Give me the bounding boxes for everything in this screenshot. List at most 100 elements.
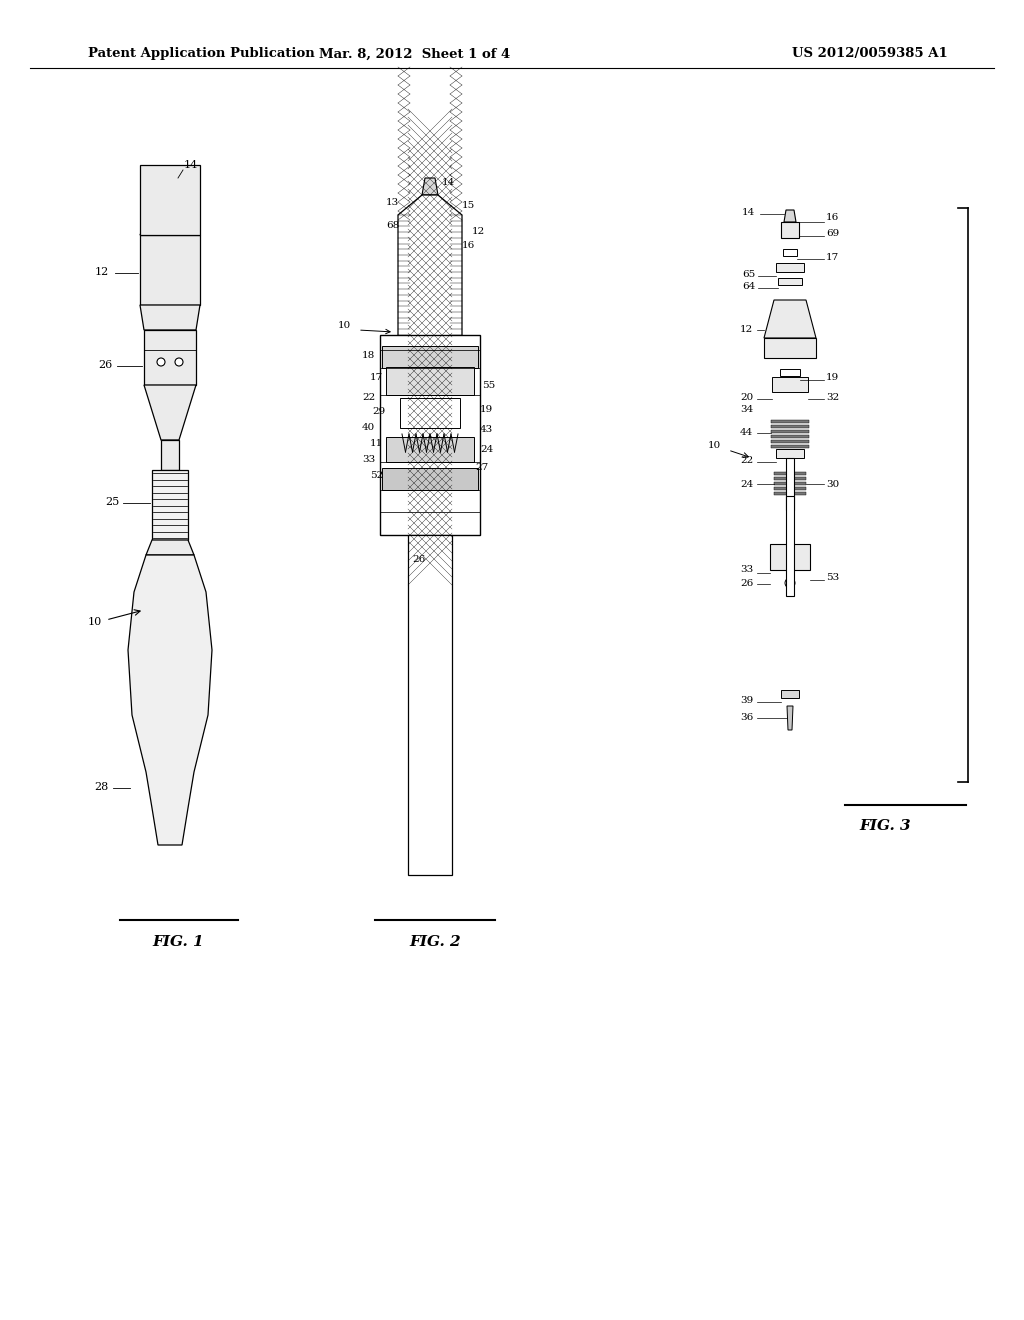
Circle shape bbox=[157, 358, 165, 366]
Bar bbox=[786, 458, 794, 510]
Text: 27: 27 bbox=[475, 463, 488, 473]
Text: 19: 19 bbox=[826, 374, 840, 381]
Text: FIG. 1: FIG. 1 bbox=[153, 935, 204, 949]
Text: 55: 55 bbox=[482, 380, 496, 389]
Text: 14: 14 bbox=[184, 160, 199, 170]
Bar bbox=[776, 449, 804, 458]
Text: 12: 12 bbox=[95, 267, 110, 277]
Text: 16: 16 bbox=[826, 213, 840, 222]
Bar bbox=[140, 235, 200, 305]
Bar bbox=[400, 399, 460, 428]
Polygon shape bbox=[140, 305, 200, 330]
Text: 22: 22 bbox=[740, 455, 754, 465]
Bar bbox=[774, 482, 806, 484]
Bar bbox=[161, 440, 179, 470]
Text: 11: 11 bbox=[370, 438, 383, 447]
Bar bbox=[386, 367, 474, 395]
Text: 28: 28 bbox=[94, 781, 109, 792]
Bar bbox=[783, 249, 797, 256]
Text: 33: 33 bbox=[362, 455, 375, 465]
Polygon shape bbox=[128, 554, 212, 845]
Text: Patent Application Publication: Patent Application Publication bbox=[88, 48, 314, 61]
Text: 24: 24 bbox=[740, 480, 754, 488]
Bar bbox=[144, 330, 196, 385]
Text: 39: 39 bbox=[740, 696, 754, 705]
Bar bbox=[776, 263, 804, 272]
Circle shape bbox=[785, 578, 795, 587]
Bar bbox=[771, 440, 809, 444]
Text: 10: 10 bbox=[338, 321, 351, 330]
Bar bbox=[382, 469, 478, 490]
Text: 64: 64 bbox=[742, 282, 756, 290]
Text: 20: 20 bbox=[740, 393, 754, 403]
Text: 12: 12 bbox=[740, 325, 754, 334]
Polygon shape bbox=[146, 540, 194, 554]
Bar bbox=[152, 470, 188, 540]
Circle shape bbox=[175, 358, 183, 366]
Bar bbox=[781, 222, 799, 238]
Text: 43: 43 bbox=[480, 425, 494, 434]
Polygon shape bbox=[784, 210, 796, 222]
Text: US 2012/0059385 A1: US 2012/0059385 A1 bbox=[793, 48, 948, 61]
Text: 65: 65 bbox=[742, 271, 756, 279]
Text: 17: 17 bbox=[826, 253, 840, 261]
Text: 18: 18 bbox=[362, 351, 375, 359]
Text: FIG. 2: FIG. 2 bbox=[410, 935, 461, 949]
Bar bbox=[771, 425, 809, 428]
Text: FIG. 3: FIG. 3 bbox=[859, 818, 910, 833]
Text: 68: 68 bbox=[386, 220, 399, 230]
Bar bbox=[786, 496, 794, 597]
Text: 29: 29 bbox=[372, 408, 385, 417]
Text: 15: 15 bbox=[462, 201, 475, 210]
Text: 34: 34 bbox=[740, 405, 754, 414]
Text: 22: 22 bbox=[362, 393, 375, 403]
Polygon shape bbox=[764, 300, 816, 338]
Text: 30: 30 bbox=[826, 480, 840, 488]
Text: 14: 14 bbox=[442, 178, 456, 187]
Text: 25: 25 bbox=[105, 498, 119, 507]
Text: 24: 24 bbox=[480, 446, 494, 454]
Text: 12: 12 bbox=[472, 227, 485, 236]
Bar bbox=[771, 445, 809, 447]
Text: 26: 26 bbox=[740, 579, 754, 587]
Polygon shape bbox=[380, 335, 480, 535]
Bar bbox=[772, 378, 808, 392]
Bar bbox=[774, 473, 806, 475]
Text: 53: 53 bbox=[826, 573, 840, 582]
Bar bbox=[780, 370, 800, 376]
Text: 32: 32 bbox=[826, 393, 840, 403]
Text: 36: 36 bbox=[740, 713, 754, 722]
Text: 17: 17 bbox=[370, 374, 383, 383]
Polygon shape bbox=[163, 176, 177, 190]
Text: 14: 14 bbox=[742, 209, 756, 216]
Text: 19: 19 bbox=[480, 405, 494, 414]
Polygon shape bbox=[398, 195, 462, 341]
Bar bbox=[778, 279, 802, 285]
Bar bbox=[770, 544, 810, 570]
Polygon shape bbox=[787, 706, 793, 730]
Bar bbox=[774, 492, 806, 495]
Text: 33: 33 bbox=[740, 565, 754, 574]
Text: 10: 10 bbox=[708, 441, 721, 450]
Text: 16: 16 bbox=[462, 242, 475, 249]
Bar bbox=[781, 690, 799, 698]
Text: 44: 44 bbox=[740, 428, 754, 437]
Bar bbox=[771, 420, 809, 422]
Polygon shape bbox=[422, 178, 438, 195]
Bar bbox=[774, 477, 806, 480]
Text: Mar. 8, 2012  Sheet 1 of 4: Mar. 8, 2012 Sheet 1 of 4 bbox=[319, 48, 511, 61]
Polygon shape bbox=[144, 385, 196, 440]
Text: 69: 69 bbox=[826, 228, 840, 238]
Bar bbox=[771, 430, 809, 433]
Polygon shape bbox=[140, 190, 200, 235]
Text: 26: 26 bbox=[412, 556, 425, 565]
Bar bbox=[382, 346, 478, 368]
Bar bbox=[408, 535, 452, 875]
Text: 26: 26 bbox=[98, 360, 113, 370]
Text: 10: 10 bbox=[88, 616, 102, 627]
Text: 52: 52 bbox=[370, 470, 383, 479]
Text: 40: 40 bbox=[362, 424, 375, 433]
Bar bbox=[140, 165, 200, 235]
Text: 13: 13 bbox=[386, 198, 399, 207]
Bar bbox=[764, 338, 816, 358]
